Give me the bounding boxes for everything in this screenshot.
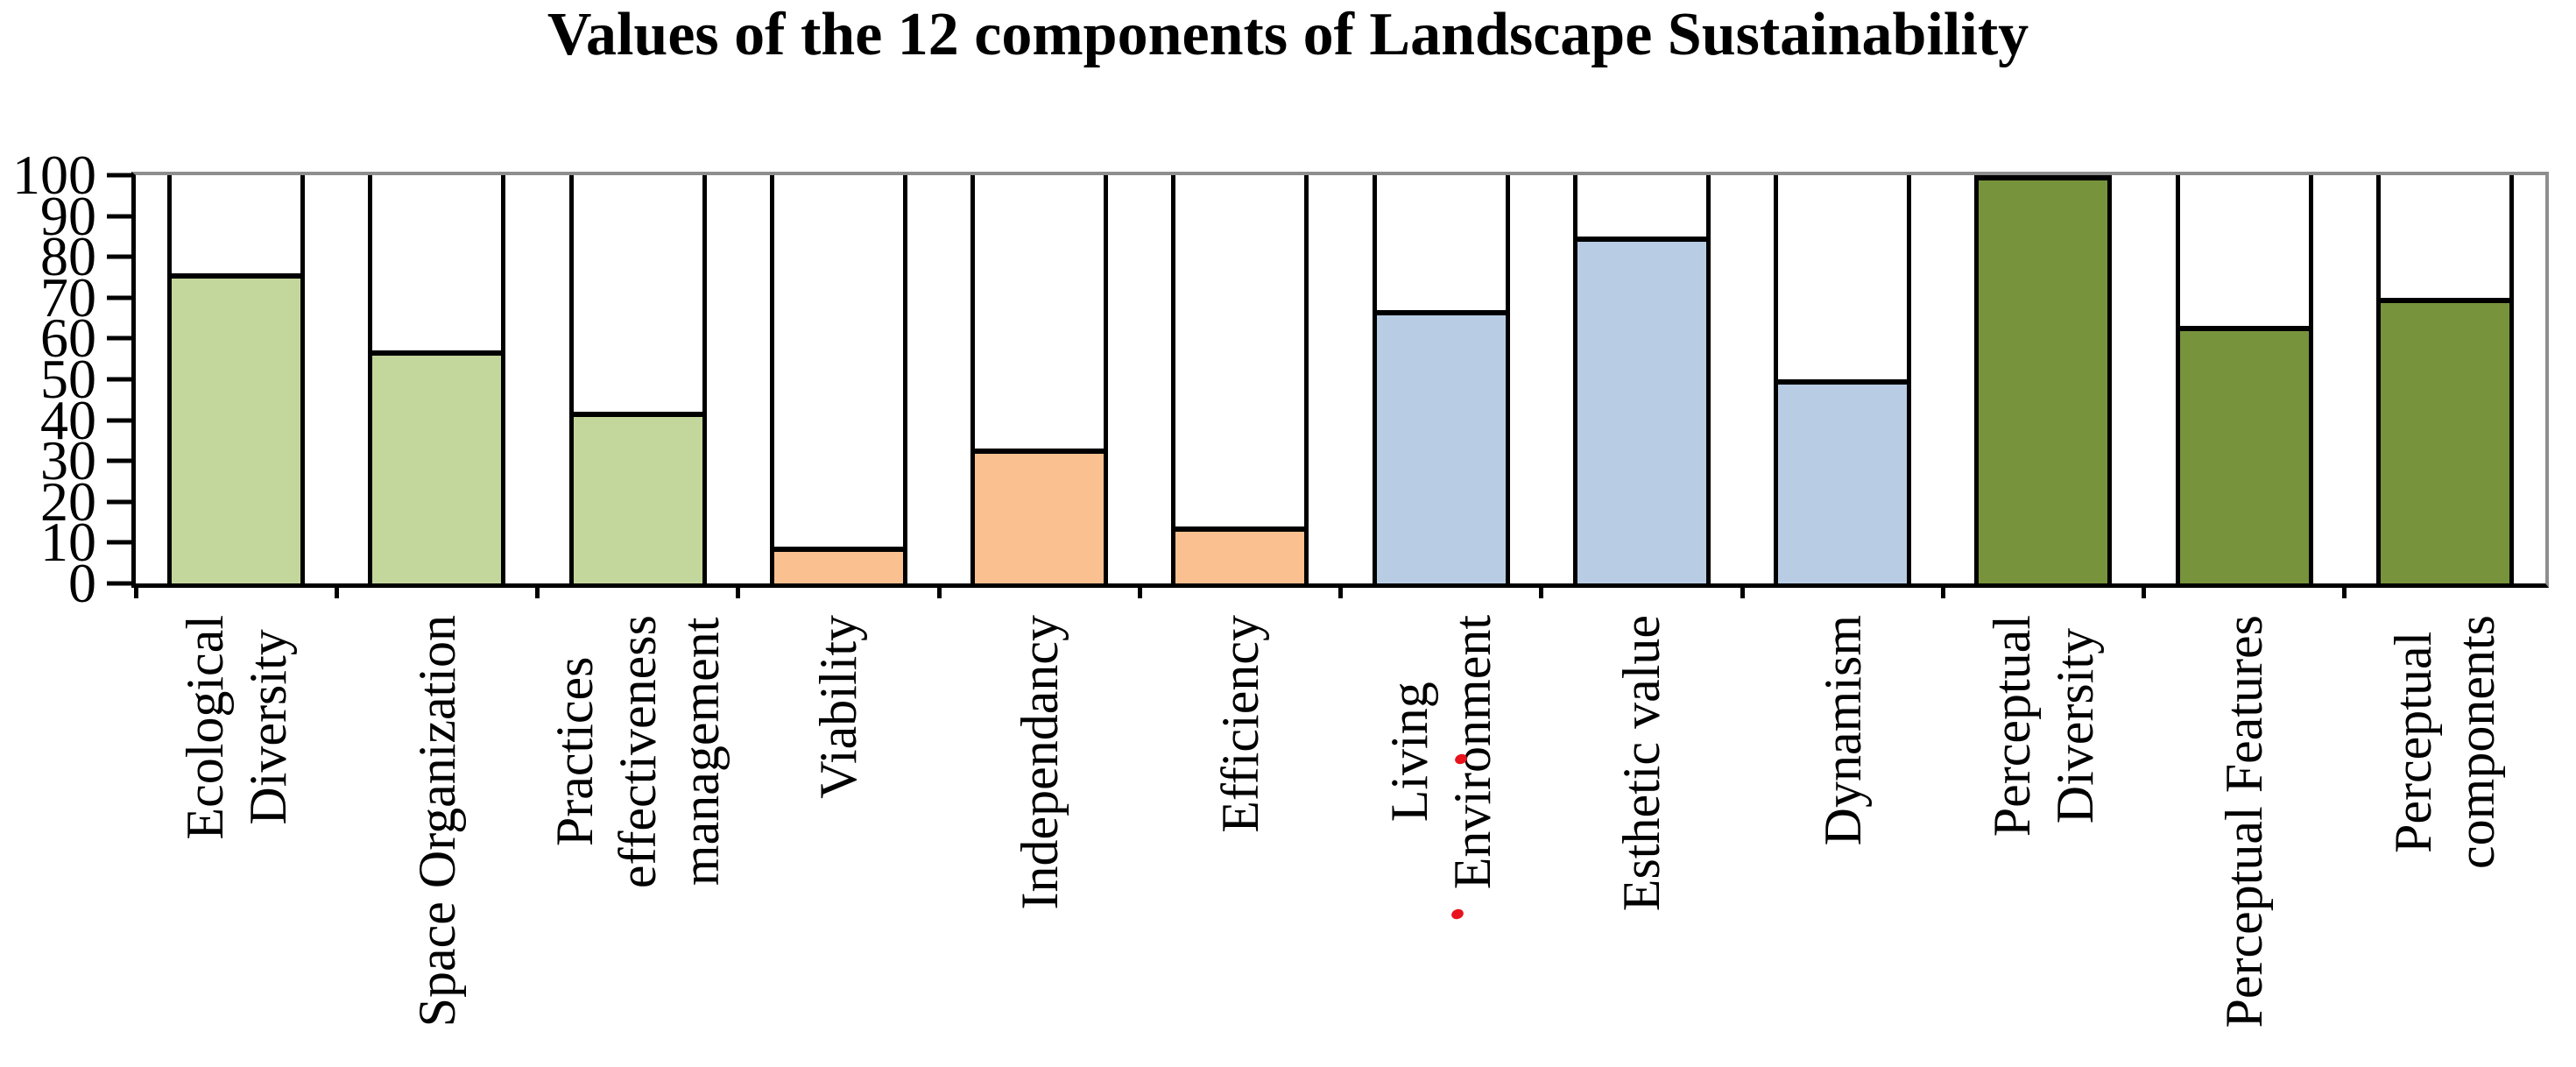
category-slot-7: Living Environment [1341,594,1542,1065]
category-slot-8: Esthetic value [1542,594,1742,1065]
category-label-5: Independancy [1010,615,1069,910]
category-label-4: Viability [809,615,868,799]
x-axis-boundary-tick [1539,583,1544,598]
category-slot-9: Dynamism [1742,594,1943,1065]
x-axis-boundary-tick [936,583,942,598]
x-axis-boundary-tick [133,583,138,598]
bar-fill-11 [2179,326,2309,583]
bar-container-1 [167,175,306,583]
bar-container-12 [2375,175,2514,583]
bar-container-3 [568,175,707,583]
x-axis-boundary-tick [1940,583,1945,598]
bar-fill-6 [1175,526,1305,583]
category-label-11: Perceptual Features [2215,615,2274,1028]
y-axis-tick [107,254,131,259]
bar-container-4 [769,175,907,583]
y-axis-tick-label: 60 [40,307,96,370]
category-slot-10: Perceptual Diversity [1943,594,2143,1065]
category-label-12: Perceptual components [2384,615,2506,869]
category-label-9: Dynamism [1813,615,1872,846]
bar-fill-1 [172,272,301,583]
x-axis-boundary-tick [334,583,339,598]
category-label-7: Living Environment [1380,615,1502,890]
category-slot-12: Perceptual components [2345,594,2545,1065]
category-label-3: Practices effectiveness management [546,615,730,889]
y-axis-tick [107,377,131,382]
y-axis-tick [107,458,131,463]
category-label-2: Space Organization [407,615,466,1028]
y-axis-tick-label: 0 [68,552,96,614]
x-axis-boundary-tick [1137,583,1142,598]
y-axis-tick [107,418,131,423]
category-slot-11: Perceptual Features [2144,594,2345,1065]
bar-container-5 [970,175,1109,583]
y-axis-tick [107,499,131,505]
bar-fill-4 [773,547,903,583]
y-axis-tick-label: 10 [40,511,96,574]
bar-container-2 [368,175,506,583]
bar-container-6 [1171,175,1309,583]
y-axis-tick-label: 30 [40,429,96,492]
bar-container-10 [1974,175,2113,583]
bar-fill-2 [372,350,502,583]
bar-fill-7 [1376,309,1506,583]
x-axis-boundary-tick [1740,583,1745,598]
plot-inner-area: 100 90 80 70 60 50 40 30 20 10 0 [12,147,2545,611]
bar-fill-12 [2380,297,2509,583]
category-label-1: Ecological Diversity [175,615,297,840]
y-axis-tick-label: 70 [40,265,96,329]
plot-area: 100 90 80 70 60 50 40 30 20 10 0 [12,147,2549,611]
category-label-6: Efficiency [1210,615,1269,833]
y-axis-tick [107,214,131,219]
bar-container-7 [1372,175,1510,583]
x-axis-category-labels: Ecological Diversity Space Organization Pr… [136,594,2545,1065]
category-slot-2: Space Organization [336,594,537,1065]
y-axis-tick [107,336,131,341]
category-label-8: Esthetic value [1613,615,1671,912]
category-slot-1: Ecological Diversity [136,594,336,1065]
category-label-10: Perceptual Diversity [1982,615,2104,837]
y-axis-tick-label: 50 [40,348,96,410]
y-axis-tick [107,581,131,586]
y-axis-tick [107,295,131,300]
category-slot-4: Viability [738,594,939,1065]
bar-fill-10 [1979,175,2108,583]
x-axis-boundary-tick [1338,583,1343,598]
bar-container-8 [1572,175,1711,583]
x-axis-boundary-tick [535,583,540,598]
x-axis-boundary-tick [736,583,741,598]
category-slot-3: Practices effectiveness management [538,594,738,1065]
bar-fill-3 [573,412,702,583]
category-slot-6: Efficiency [1140,594,1340,1065]
y-axis-tick-label: 90 [40,184,96,247]
bar-fill-5 [975,449,1105,583]
category-slot-5: Independancy [939,594,1140,1065]
bar-container-9 [1774,175,1912,583]
y-axis-tick-label: 80 [40,225,96,288]
y-axis-tick [107,173,131,178]
y-axis-tick-label: 100 [12,144,96,206]
bar-fill-8 [1577,236,1706,583]
y-axis-tick-label: 20 [40,470,96,533]
bar-fill-9 [1778,379,1908,583]
chart-title: Values of the 12 components of Landscape… [547,1,2029,68]
bar-container-11 [2175,175,2313,583]
y-axis-tick-label: 40 [40,388,96,451]
y-axis-tick [107,540,131,545]
x-axis-boundary-tick [2342,583,2347,598]
x-axis-boundary-tick [2142,583,2146,598]
